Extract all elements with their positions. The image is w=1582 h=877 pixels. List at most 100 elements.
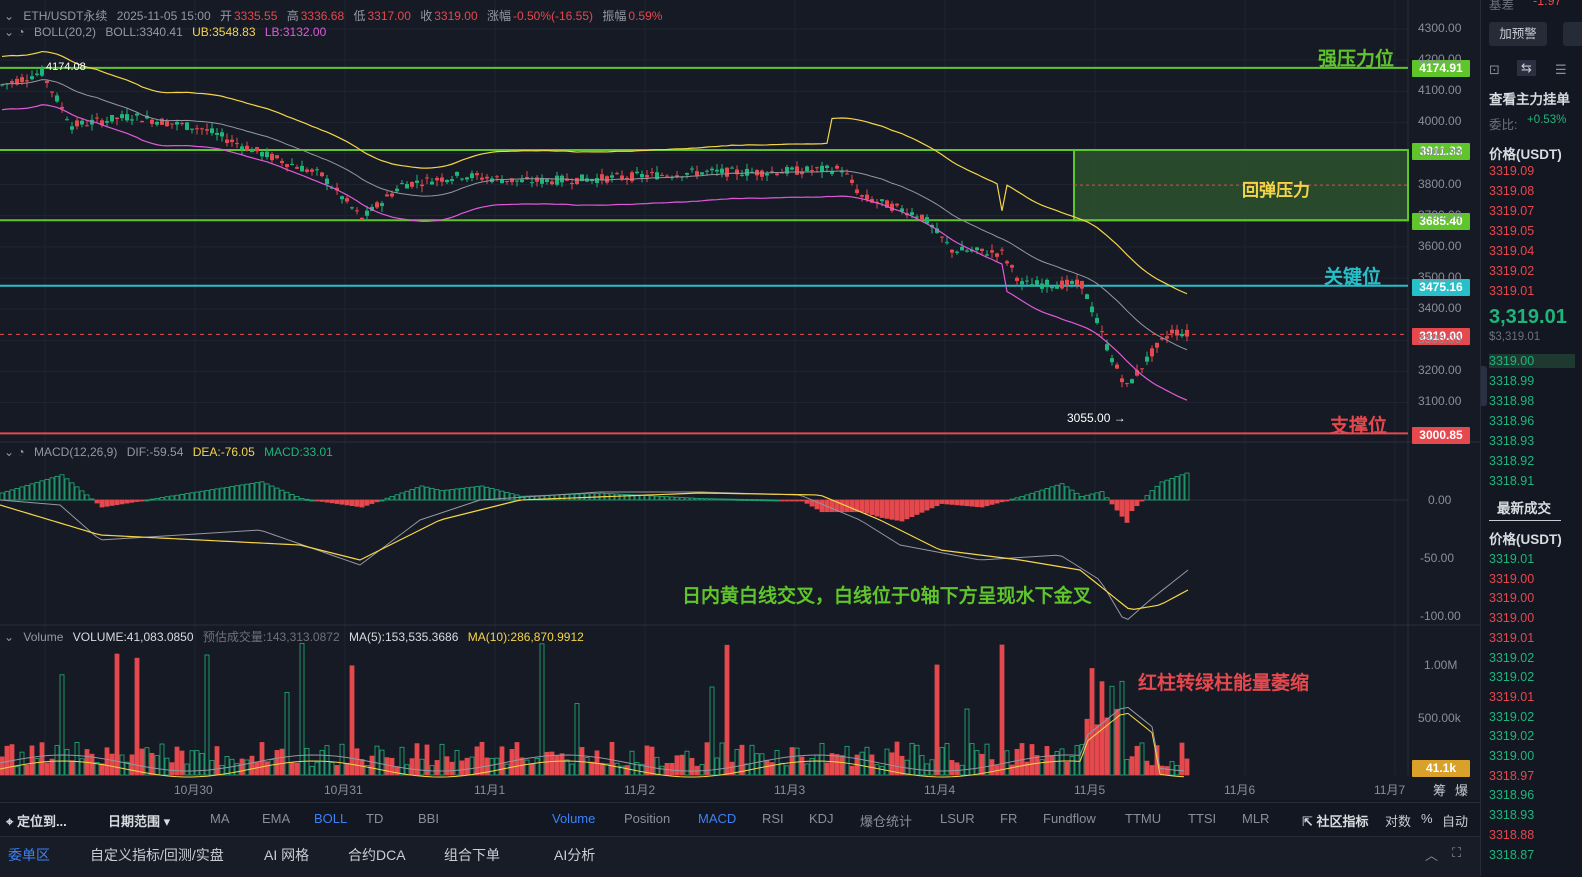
bid-price[interactable]: 3318.91 [1489,474,1535,488]
time-tick: 11月2 [624,783,656,797]
ask-price[interactable]: 3319.04 [1489,244,1535,258]
ask-price[interactable]: 3319.05 [1489,224,1535,238]
sub-indicator-tab[interactable]: MLR [1242,811,1270,826]
bottom-tab[interactable]: AI 网格 [264,847,310,863]
chip-button[interactable]: 筹 [1433,783,1447,798]
more-button[interactable] [1563,22,1582,46]
percent-button[interactable]: % [1421,811,1433,826]
depth-title[interactable]: 查看主力挂单 [1489,92,1570,107]
macd-dea-line [0,492,1189,610]
candle-body [1140,368,1144,370]
macd-info[interactable]: ⌄ ◔ MACD(12,26,9) DIF:-59.54 DEA:-76.05 … [4,445,339,459]
macd-histogram-bar [1064,486,1070,501]
log-button[interactable]: 对数 [1385,814,1412,829]
macd-histogram-bar [899,499,905,522]
macd-bell-icon[interactable]: ⌄ ◔ [4,445,25,459]
main-indicator-td[interactable]: TD [366,811,384,826]
main-indicator-ma[interactable]: MA [210,811,230,826]
liquidation-button[interactable]: 爆 [1455,783,1469,798]
candle-body [955,251,959,253]
macd-histogram-bar [804,499,810,504]
volume-bar [549,751,555,776]
ask-price[interactable]: 3319.07 [1489,204,1535,218]
candle-body [835,165,839,169]
bottom-tab[interactable]: 自定义指标/回测/实盘 [90,847,224,863]
bid-price[interactable]: 3318.99 [1489,374,1535,388]
candle-body [345,198,349,202]
bid-price[interactable]: 3318.98 [1489,394,1535,408]
ask-price[interactable]: 3319.02 [1489,264,1535,278]
sub-indicator-tab[interactable]: Fundflow [1043,811,1096,826]
macd-histogram-bar [369,499,375,504]
volume-bar [219,764,225,776]
bottom-tab[interactable]: 合约DCA [348,847,406,863]
macd-histogram-bar [394,494,400,501]
ask-price[interactable]: 3319.08 [1489,184,1535,198]
price-chart-svg[interactable] [0,0,1480,800]
macd-histogram-bar [1089,493,1095,501]
macd-histogram-bar [769,499,775,502]
boll-info[interactable]: ⌄ ◔ BOLL(20,2) BOLL:3340.41 UB:3548.83 L… [4,25,332,39]
sub-indicator-tab[interactable]: TTSI [1188,811,1217,826]
sub-indicator-tab[interactable]: Volume [552,811,596,826]
sub-indicator-tab[interactable]: MACD [698,811,737,826]
date-range-button[interactable]: 日期范围 ▾ [108,811,170,830]
main-indicator-bbi[interactable]: BBI [418,811,439,826]
candle-body [365,210,369,216]
layout-icon-1[interactable]: ⊡ [1489,62,1500,77]
sub-indicator-tab[interactable]: KDJ [809,811,834,826]
ratio-value: +0.53% [1527,114,1567,126]
bid-price[interactable]: 3318.92 [1489,454,1535,468]
macd-histogram-bar [464,487,470,501]
change-value: -0.50%(-16.55) [512,9,594,23]
volume-bar [689,757,695,776]
layout-icon-2[interactable]: ⇆ [1517,60,1536,76]
collapse-icon[interactable]: ⌄ [4,9,15,23]
candle-body [155,121,159,125]
volume-bar [64,748,70,776]
bottom-tab[interactable]: AI分析 [554,847,596,863]
locate-button[interactable]: ⌖ 定位到... [6,811,67,830]
bid-price[interactable]: 3319.00 [1489,354,1575,368]
sub-indicator-tab[interactable]: LSUR [940,811,975,826]
sub-indicator-tab[interactable]: Position [624,811,671,826]
sub-indicator-tab[interactable]: FR [1000,811,1018,826]
expand-icon[interactable]: ⛶ [1452,845,1462,860]
macd-histogram-bar [559,494,565,501]
candle-body [70,126,74,130]
sub-indicator-tab[interactable]: TTMU [1125,811,1162,826]
volume-bar [109,753,115,776]
candle-body [865,194,869,200]
macd-tick: 0.00 [1428,493,1452,507]
auto-button[interactable]: 自动 [1442,814,1469,829]
volume-info[interactable]: ⌄ Volume VOLUME:41,083.0850 预估成交量:143,31… [4,628,590,645]
bell-icon[interactable]: ⌄ ◔ [4,25,25,39]
bid-price[interactable]: 3318.93 [1489,434,1535,448]
trades-title: 最新成交 [1497,501,1551,516]
volume-bar [294,762,300,776]
macd-histogram-bar [904,499,910,520]
main-indicator-boll[interactable]: BOLL [314,811,348,826]
ask-price[interactable]: 3319.09 [1489,164,1535,178]
candle-body [285,164,289,167]
candle-body [950,249,954,253]
trade-price: 3318.88 [1489,827,1535,842]
chart-area[interactable]: ⌄ ETH/USDT永续 2025-11-05 15:00 开 3335.55 高… [0,0,1480,800]
strong-resistance-tag: 4174.91 [1412,60,1470,77]
sub-indicator-tab[interactable]: 爆仓统计 [860,814,913,829]
layout-icon-3[interactable]: ☰ [1555,62,1567,77]
sub-indicator-tab[interactable]: RSI [762,811,784,826]
candle-body [310,169,314,172]
community-indicators-button[interactable]: ⇱ 社区指标 [1302,811,1369,830]
add-alert-button[interactable]: 加预警 [1489,22,1547,46]
volume-collapse-icon[interactable]: ⌄ [4,630,15,644]
main-indicator-ema[interactable]: EMA [262,811,291,826]
ask-price[interactable]: 3319.01 [1489,284,1535,298]
bottom-tab[interactable]: 组合下单 [444,847,500,863]
bid-price[interactable]: 3318.96 [1489,414,1535,428]
bottom-tab[interactable]: 委单区 [8,847,50,863]
chevron-up-icon[interactable]: ︿ [1425,848,1439,863]
volume-bar [764,759,770,776]
candle-body [325,178,329,185]
panel-collapse-handle[interactable] [1481,366,1487,406]
